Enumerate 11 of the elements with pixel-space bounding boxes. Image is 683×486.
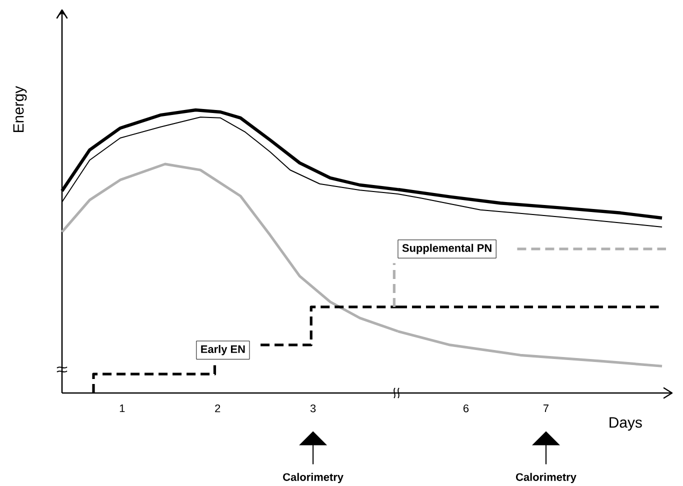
x-tick-label: 6 <box>464 404 469 412</box>
text: Calorimetry <box>283 472 344 483</box>
annotation: Early EN <box>201 344 245 355</box>
x-tick-label: 3 <box>310 404 316 412</box>
text: Calorimetry <box>516 472 576 483</box>
x-axis-title: Days <box>610 417 642 430</box>
x-tick-label: 1 <box>120 404 125 412</box>
x-tick-label: 2 <box>215 404 220 412</box>
annotation: Supplemental PN <box>402 244 492 254</box>
x-tick-label: 7 <box>544 404 548 412</box>
y-axis-title: Energy <box>13 86 27 132</box>
